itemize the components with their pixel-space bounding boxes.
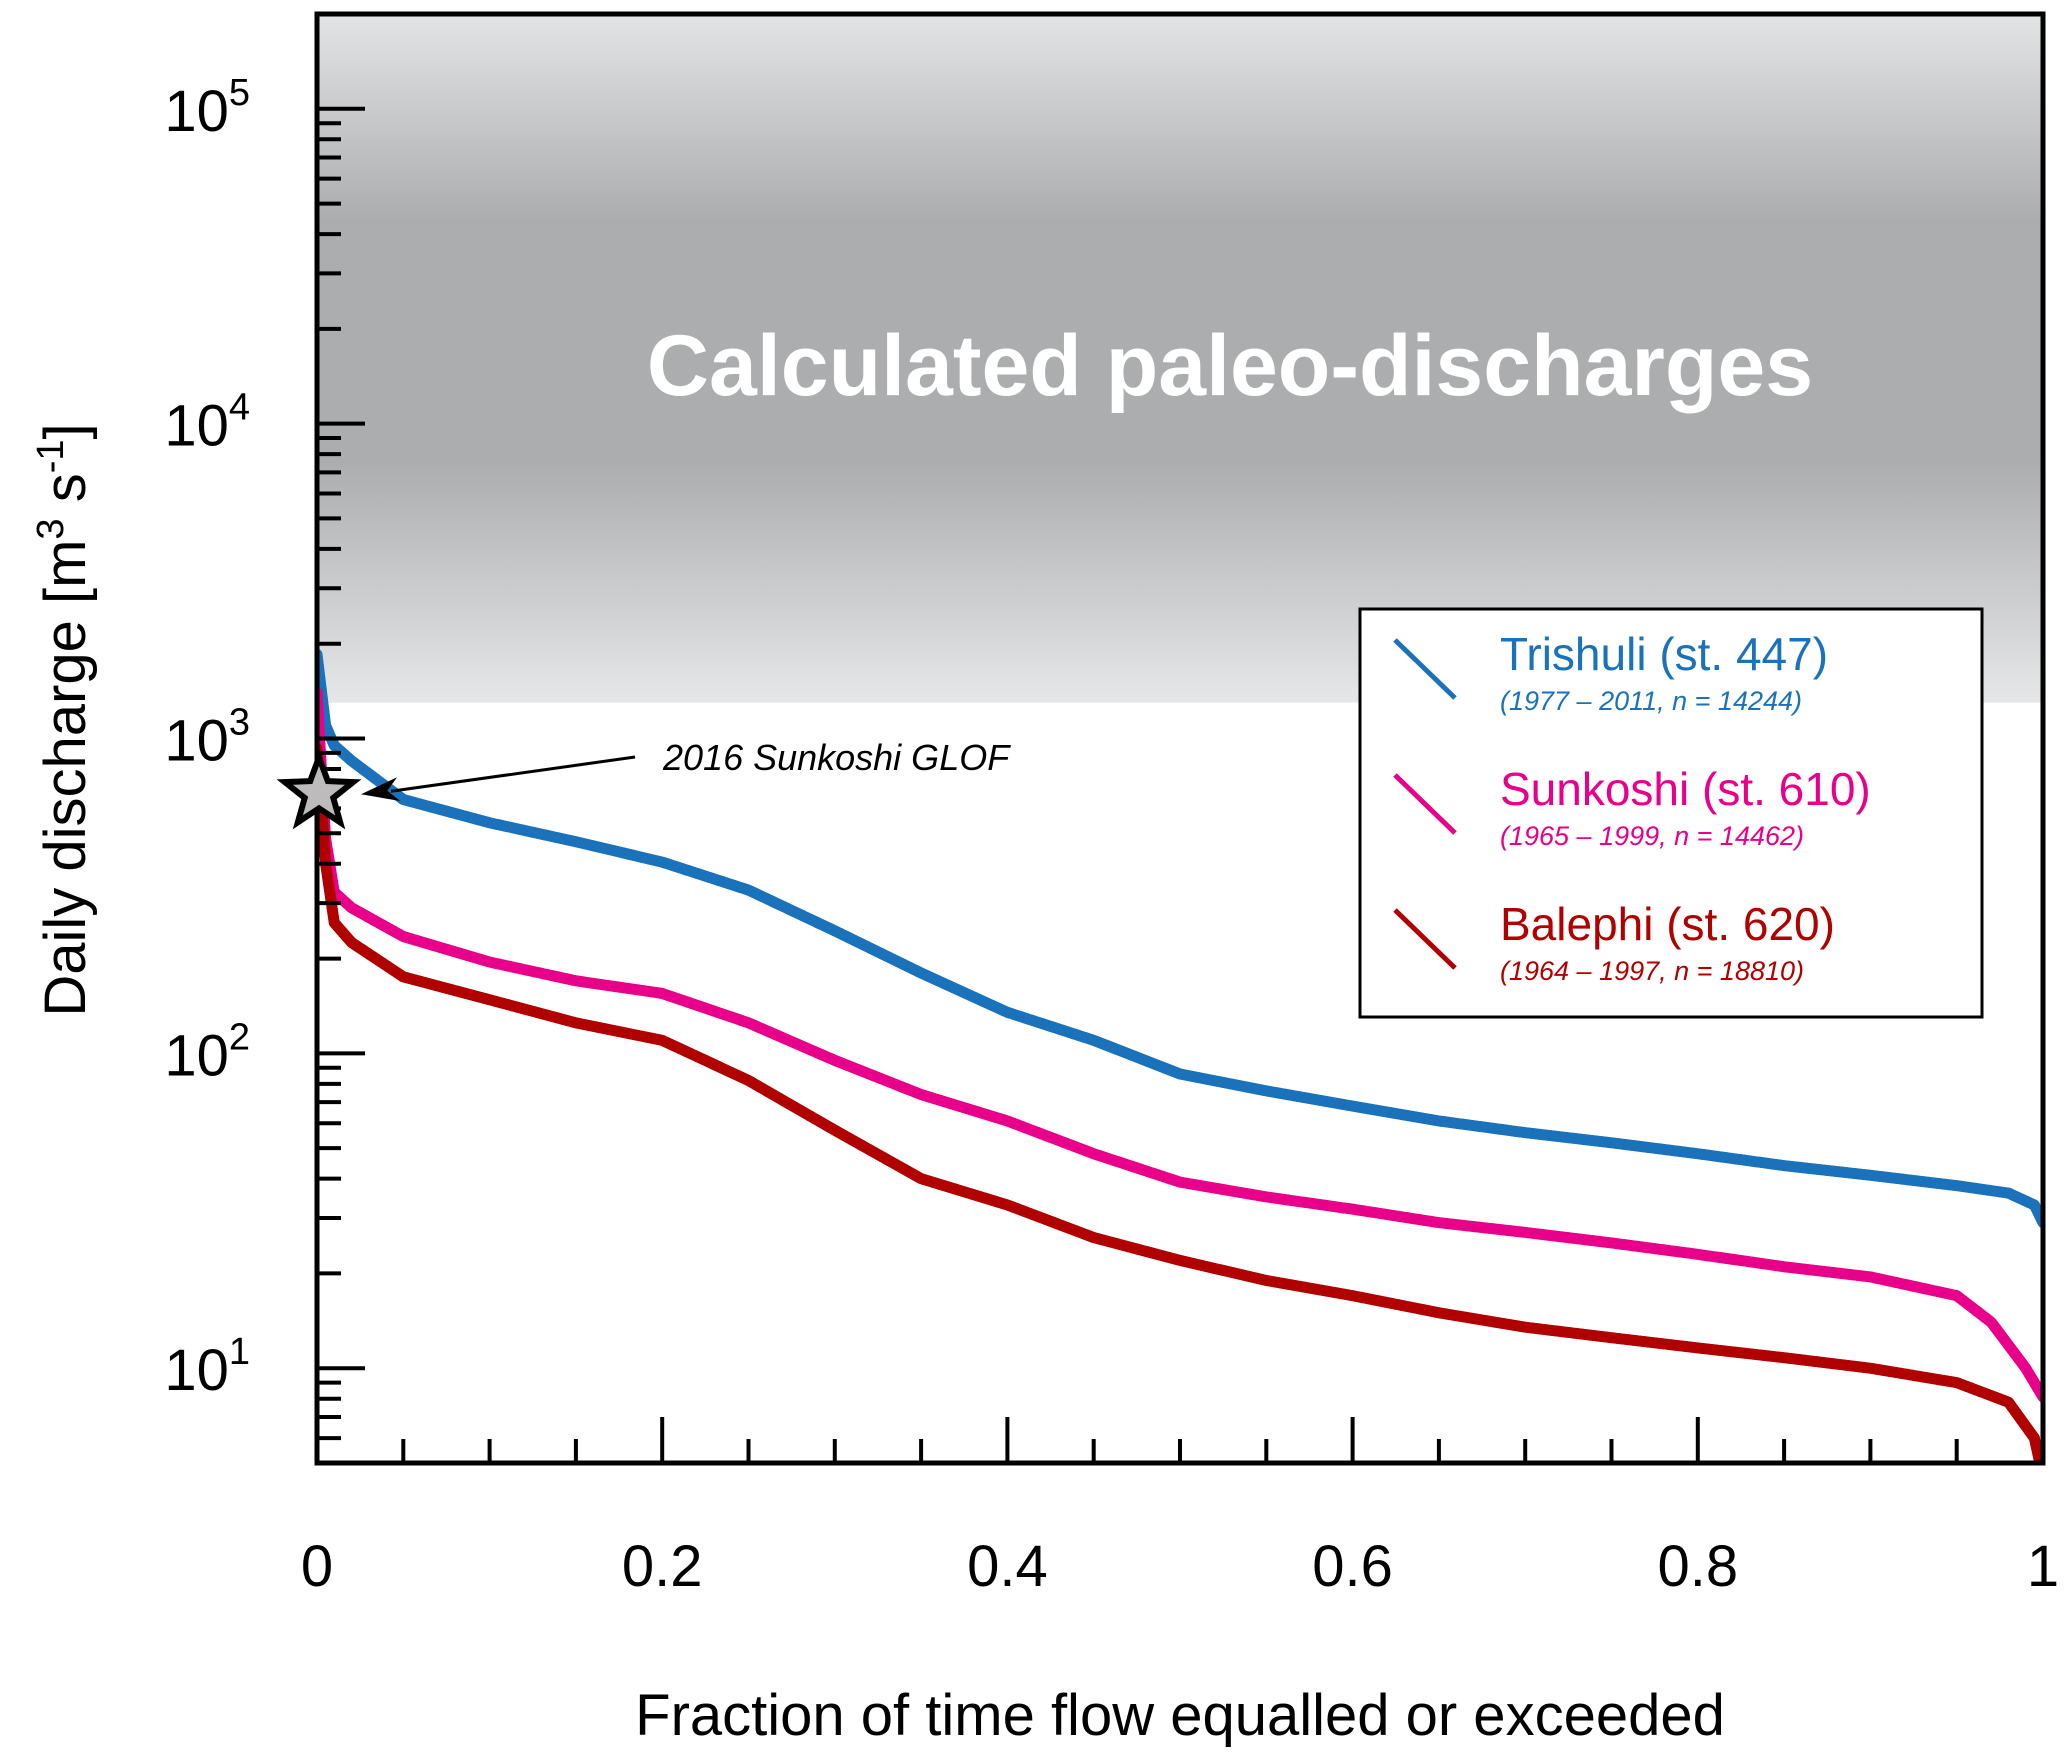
legend-series-name: Balephi (st. 620): [1500, 898, 1835, 950]
annotation-arrow: [390, 755, 636, 793]
series-trishuli: [317, 648, 2043, 1229]
star-icon: [276, 748, 362, 830]
legend-series-name: Trishuli (st. 447): [1500, 628, 1828, 680]
x-tick-label: 0: [301, 1534, 333, 1599]
y-tick-label: 105: [164, 72, 250, 144]
series-layer: [317, 648, 2049, 1483]
legend-swatch: [1393, 638, 1457, 700]
paleo-discharge-region: [317, 14, 2043, 703]
x-tick-labels: 0 0.2 0.4 0.6 0.8 1: [301, 1534, 2059, 1599]
y-tick-labels: 101 102 103 104 105: [164, 72, 250, 1403]
x-tick-label: 0.6: [1312, 1534, 1393, 1599]
x-tick-label: 1: [2027, 1534, 2059, 1599]
y-axis-title: Daily discharge [m3 s-1]: [30, 423, 98, 1016]
legend: Trishuli (st. 447) (1977 – 2011, n = 1424…: [1358, 607, 1984, 1019]
series-balephi: [317, 742, 2049, 1483]
data-point: [2037, 1469, 2048, 1480]
series-sunkoshi: [317, 686, 2043, 1403]
annotation-label: 2016 Sunkoshi GLOF: [662, 737, 1011, 778]
legend-swatch: [1393, 773, 1457, 835]
data-point: [2038, 1472, 2049, 1483]
y-tick-label: 103: [164, 702, 250, 774]
data-point: [2036, 1465, 2047, 1476]
legend-series-detail: (1977 – 2011, n = 14244): [1500, 686, 1802, 716]
x-tick-label: 0.2: [622, 1534, 703, 1599]
x-axis-title: Fraction of time flow equalled or exceed…: [635, 1683, 1725, 1748]
axis-ticks: [317, 12, 1959, 1465]
legend-box: [1358, 607, 1984, 1019]
y-tick-label: 104: [164, 387, 250, 459]
glof-annotation: 2016 Sunkoshi GLOF: [276, 737, 1011, 830]
y-title-end: ]: [33, 423, 98, 439]
legend-series-detail: (1964 – 1997, n = 18810): [1500, 956, 1804, 986]
legend-swatch: [1393, 908, 1457, 970]
data-point: [2037, 1470, 2048, 1481]
y-title-main: Daily discharge [m: [33, 540, 98, 1017]
legend-series-name: Sunkoshi (st. 610): [1500, 763, 1871, 815]
y-tick-label: 101: [164, 1331, 250, 1403]
x-tick-label: 0.4: [967, 1534, 1048, 1599]
paleo-discharge-label: Calculated paleo-discharges: [647, 318, 1813, 414]
arrowhead-icon: [361, 777, 401, 801]
x-tick-label: 0.8: [1657, 1534, 1738, 1599]
data-point: [2036, 1467, 2047, 1478]
y-title-mid: s: [33, 473, 98, 518]
legend-series-detail: (1965 – 1999, n = 14462): [1500, 821, 1804, 851]
y-title-sup2: -1: [30, 440, 72, 474]
y-title-sup1: 3: [30, 518, 72, 539]
y-tick-label: 102: [164, 1016, 250, 1088]
